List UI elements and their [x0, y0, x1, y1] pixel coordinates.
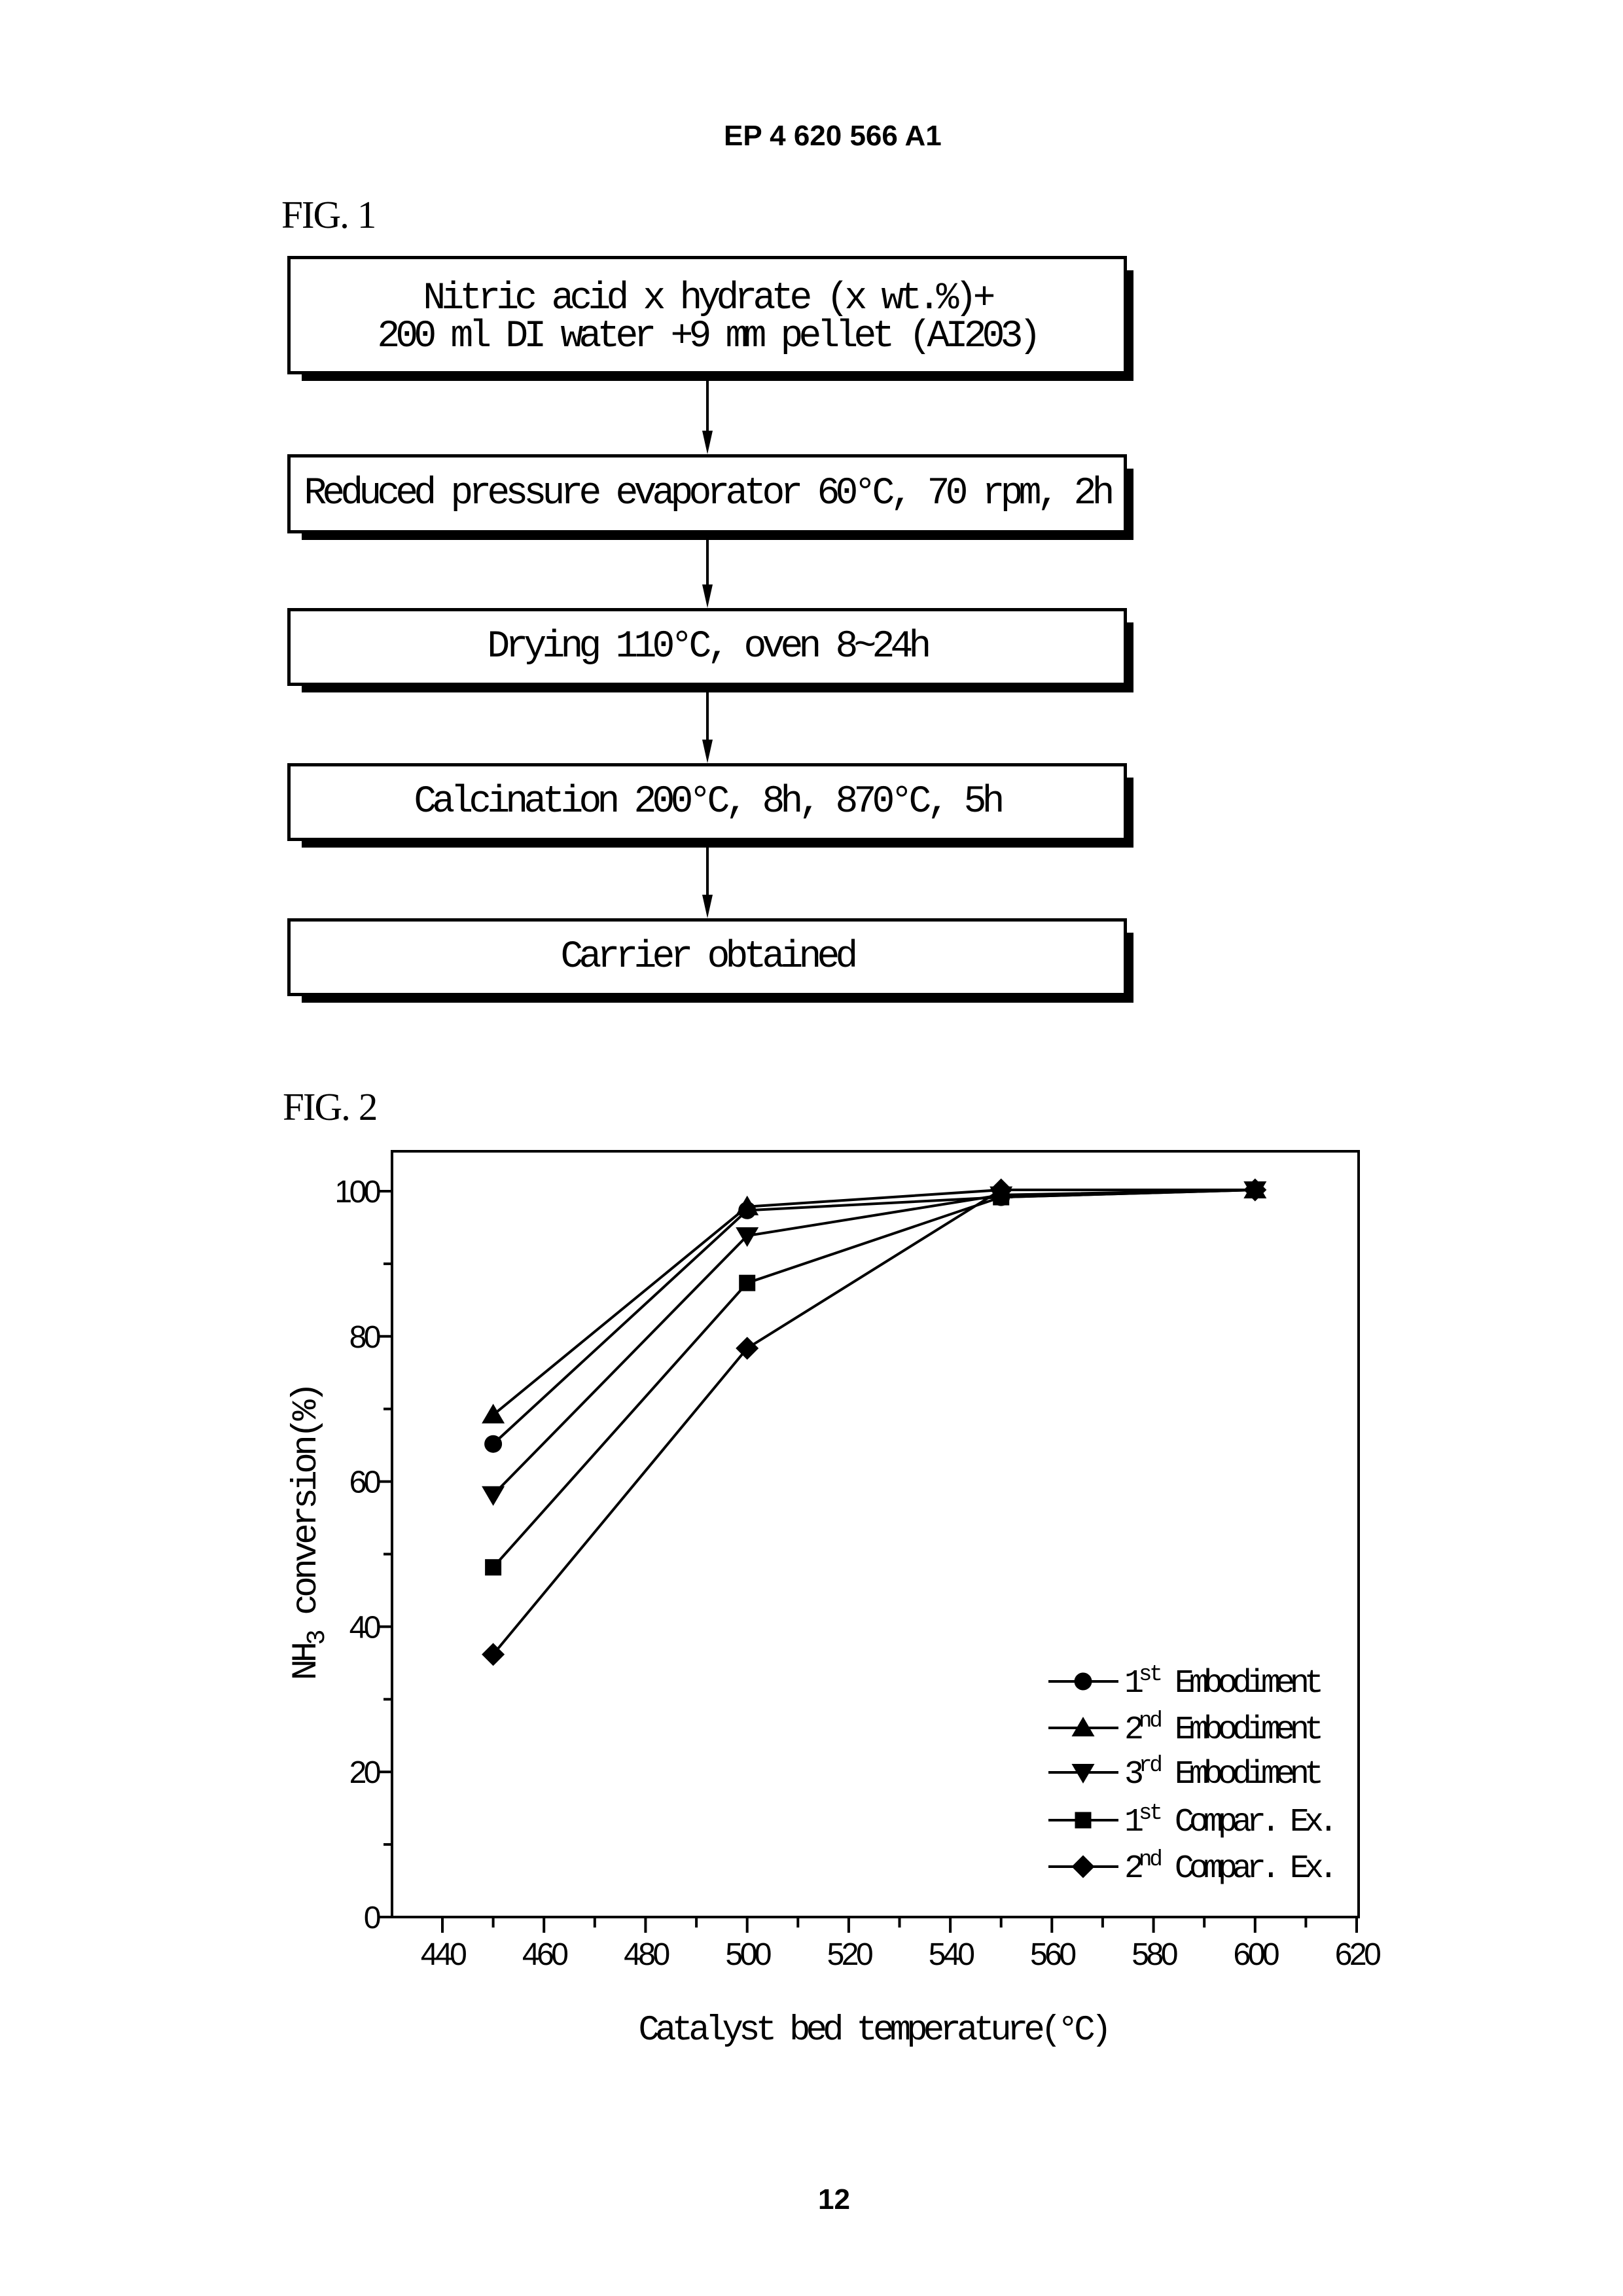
svg-text:Catalyst bed temperature(°C): Catalyst bed temperature(°C) — [639, 2011, 1108, 2051]
svg-text:20: 20 — [349, 1755, 380, 1790]
svg-text:480: 480 — [624, 1937, 669, 1972]
svg-text:1st Compar. Ex.: 1st Compar. Ex. — [1124, 1801, 1333, 1841]
svg-text:520: 520 — [827, 1937, 872, 1972]
svg-text:80: 80 — [349, 1320, 380, 1355]
svg-text:2nd Embodiment: 2nd Embodiment — [1124, 1709, 1321, 1749]
svg-text:NH3 conversion(%): NH3 conversion(%) — [287, 1386, 332, 1681]
svg-text:460: 460 — [522, 1937, 567, 1972]
svg-text:2nd Compar. Ex.: 2nd Compar. Ex. — [1124, 1848, 1333, 1888]
svg-text:0: 0 — [364, 1901, 380, 1935]
svg-text:100: 100 — [334, 1175, 380, 1210]
svg-text:620: 620 — [1335, 1937, 1380, 1972]
svg-text:440: 440 — [421, 1937, 466, 1972]
svg-text:580: 580 — [1132, 1937, 1177, 1972]
svg-text:40: 40 — [349, 1610, 380, 1645]
svg-text:600: 600 — [1234, 1937, 1279, 1972]
svg-text:3rd Embodiment: 3rd Embodiment — [1124, 1753, 1321, 1793]
svg-text:60: 60 — [349, 1465, 380, 1500]
svg-text:1st Embodiment: 1st Embodiment — [1124, 1662, 1321, 1702]
svg-text:540: 540 — [929, 1937, 974, 1972]
svg-text:500: 500 — [725, 1937, 770, 1972]
svg-text:560: 560 — [1030, 1937, 1075, 1972]
